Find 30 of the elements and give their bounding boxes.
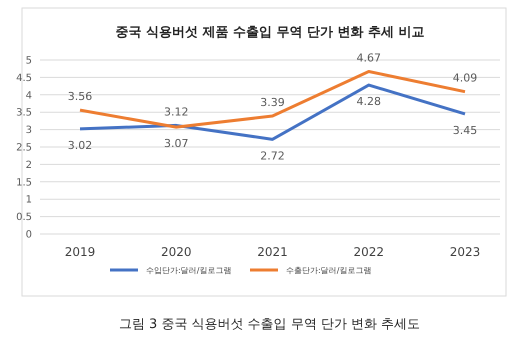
y-tick-label: 1 (26, 194, 32, 206)
chart-title: 중국 식용버섯 제품 수출입 무역 단가 변화 추세 비교 (115, 25, 425, 40)
caption: 그림 3 중국 식용버섯 수출입 무역 단가 변화 추세도 (118, 317, 420, 332)
data-label: 3.39 (260, 96, 285, 110)
data-label: 3.45 (452, 124, 478, 137)
y-tick-label: 0.5 (16, 212, 32, 224)
x-tick-label: 2019 (64, 245, 96, 259)
data-label: 4.67 (356, 51, 381, 64)
legend-label: 수입단가:달러/킬로그램 (146, 266, 232, 275)
y-tick-label: 3 (26, 125, 32, 136)
x-tick-label: 2020 (160, 245, 192, 259)
y-tick-label: 4.5 (16, 72, 32, 84)
y-tick-label: 4 (26, 90, 32, 102)
data-label: 3.02 (68, 138, 92, 152)
y-tick-label: 2 (26, 160, 32, 171)
data-label: 3.12 (164, 105, 188, 118)
y-tick-label: 0 (26, 230, 32, 240)
data-label: 2.72 (260, 149, 285, 162)
legend-label: 수출단가:달러/킬로그램 (286, 266, 372, 275)
data-label: 4.28 (356, 95, 381, 108)
x-tick-label: 2021 (257, 245, 288, 259)
x-tick-label: 2023 (450, 245, 480, 259)
y-tick-label: 1.5 (16, 177, 32, 188)
y-tick-label: 2.5 (16, 142, 32, 154)
data-label: 3.07 (164, 137, 188, 150)
data-label: 4.09 (452, 72, 478, 85)
data-label: 3.56 (68, 90, 92, 104)
x-tick-label: 2022 (353, 245, 384, 259)
y-tick-label: 5 (26, 56, 32, 66)
y-tick-label: 3.5 (16, 108, 32, 119)
